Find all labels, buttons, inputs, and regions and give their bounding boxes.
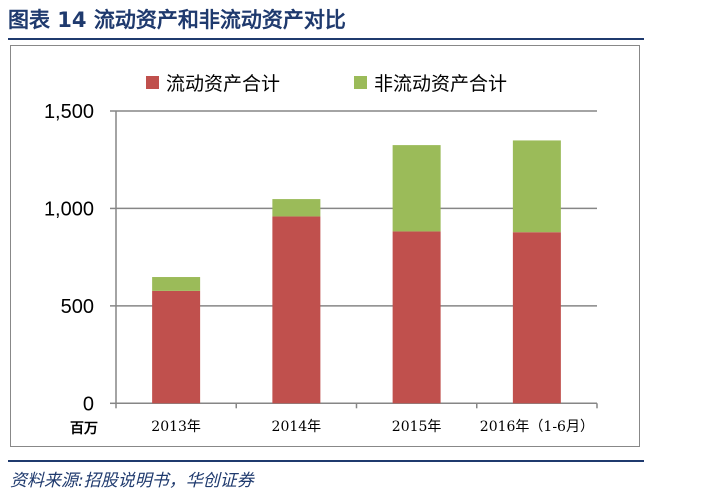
y-unit-label: 百万 <box>70 421 98 437</box>
bar-segment <box>152 290 201 404</box>
y-tick-label: 1,000 <box>44 198 94 220</box>
bar-segment <box>272 216 321 404</box>
x-tick-label: 2014年 <box>272 419 322 435</box>
y-tick-label: 500 <box>61 296 94 318</box>
bar-segment <box>512 140 561 233</box>
bar-segment <box>512 232 561 404</box>
bar-segment <box>272 199 321 217</box>
bar-segment <box>392 231 441 404</box>
legend-swatch <box>146 76 159 89</box>
chart-frame <box>10 45 640 447</box>
legend-swatch <box>354 76 367 89</box>
source-note: 资料来源:招股说明书，华创证券 <box>10 471 254 491</box>
figure-title: 图表 14 流动资产和非流动资产对比 <box>8 8 346 32</box>
y-tick-label: 0 <box>83 393 94 415</box>
y-tick-label: 1,500 <box>44 101 94 123</box>
x-tick-label: 2013年 <box>151 419 201 435</box>
x-tick-label: 2015年 <box>392 419 442 435</box>
legend-label: 流动资产合计 <box>166 73 280 95</box>
bar-segment <box>152 277 201 291</box>
source-divider <box>8 460 644 462</box>
title-divider <box>8 38 644 40</box>
legend-label: 非流动资产合计 <box>374 73 507 95</box>
x-tick-label: 2016年（1-6月） <box>480 419 594 435</box>
bar-segment <box>392 145 441 232</box>
